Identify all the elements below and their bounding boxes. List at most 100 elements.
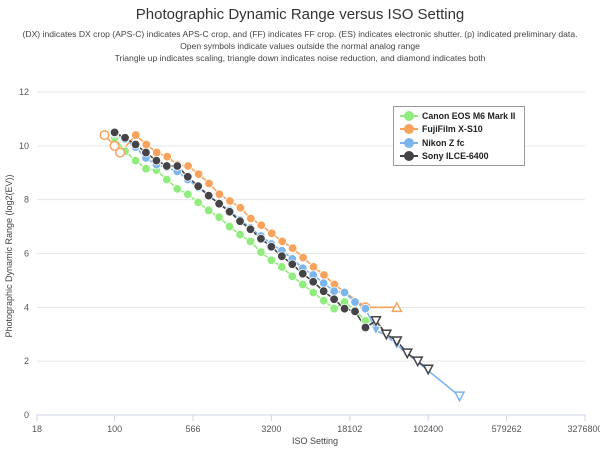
data-point bbox=[203, 205, 214, 216]
data-point bbox=[277, 236, 287, 247]
data-point bbox=[308, 262, 319, 272]
legend-marker bbox=[400, 124, 418, 135]
data-point bbox=[266, 255, 277, 265]
data-point bbox=[370, 325, 382, 336]
data-point bbox=[422, 364, 434, 376]
data-point bbox=[329, 286, 339, 296]
data-point bbox=[256, 247, 266, 257]
data-point bbox=[401, 348, 414, 360]
data-point bbox=[370, 316, 382, 327]
data-point bbox=[380, 329, 393, 341]
legend-marker bbox=[400, 110, 418, 121]
data-point bbox=[329, 294, 339, 304]
subtitle-line: Triangle up indicates scaling, triangle … bbox=[114, 53, 486, 63]
data-point bbox=[308, 277, 318, 287]
data-point bbox=[235, 216, 245, 226]
data-point bbox=[130, 139, 141, 150]
x-axis-title: ISO Setting bbox=[292, 436, 338, 446]
data-point bbox=[277, 262, 287, 272]
data-point bbox=[256, 233, 266, 244]
data-point bbox=[115, 147, 126, 158]
data-point bbox=[193, 197, 203, 208]
data-point bbox=[318, 295, 329, 306]
data-point bbox=[141, 139, 152, 150]
data-point bbox=[141, 164, 151, 174]
data-point bbox=[453, 391, 466, 403]
data-point bbox=[277, 251, 287, 261]
data-point bbox=[183, 172, 193, 182]
data-point bbox=[350, 297, 360, 307]
data-point bbox=[204, 178, 214, 189]
data-point bbox=[193, 181, 203, 191]
data-point bbox=[287, 243, 298, 253]
data-point bbox=[109, 127, 120, 138]
data-point bbox=[298, 279, 308, 290]
data-point bbox=[224, 221, 235, 232]
data-point bbox=[130, 155, 141, 166]
x-tick-label: 566 bbox=[185, 424, 200, 434]
data-point bbox=[308, 287, 318, 298]
y-tick-label: 4 bbox=[24, 302, 29, 312]
y-tick-label: 10 bbox=[19, 141, 29, 151]
chart-subtitle: (DX) indicates DX crop (APS-C) indicates… bbox=[0, 28, 600, 64]
data-point bbox=[172, 184, 183, 194]
x-tick-label: 18102 bbox=[337, 424, 362, 434]
data-point bbox=[162, 174, 172, 185]
legend-item[interactable]: Nikon Z fc bbox=[400, 136, 518, 150]
data-point bbox=[350, 306, 360, 317]
data-point bbox=[235, 229, 245, 240]
data-point bbox=[214, 189, 225, 199]
data-point bbox=[246, 213, 256, 224]
data-point bbox=[214, 199, 224, 209]
data-point bbox=[120, 133, 130, 143]
data-point bbox=[411, 356, 424, 368]
legend-label: FujiFilm X-S10 bbox=[422, 124, 483, 135]
legend-marker bbox=[400, 151, 418, 162]
x-tick-label: 3200 bbox=[261, 424, 281, 434]
data-point bbox=[287, 271, 298, 282]
legend-marker bbox=[400, 137, 418, 148]
subtitle-line: (DX) indicates DX crop (APS-C) indicates… bbox=[22, 29, 578, 39]
data-point bbox=[391, 336, 403, 348]
data-point bbox=[298, 252, 308, 263]
data-point bbox=[360, 303, 371, 314]
chart-title: Photographic Dynamic Range versus ISO Se… bbox=[135, 6, 465, 23]
subtitle-line: Open symbols indicate values outside the… bbox=[180, 41, 420, 51]
data-point bbox=[203, 190, 214, 201]
data-point bbox=[225, 196, 235, 206]
data-point bbox=[162, 151, 172, 162]
data-point bbox=[298, 268, 308, 279]
data-point bbox=[152, 147, 162, 158]
data-point bbox=[235, 203, 246, 213]
legend-item[interactable]: Sony ILCE-6400 bbox=[400, 150, 518, 164]
legend-item[interactable]: Canon EOS M6 Mark II bbox=[400, 109, 518, 123]
y-tick-label: 6 bbox=[24, 249, 29, 259]
data-point bbox=[214, 212, 224, 222]
y-tick-label: 8 bbox=[24, 195, 29, 205]
data-point bbox=[266, 242, 277, 252]
data-point bbox=[391, 301, 403, 313]
data-point bbox=[267, 228, 277, 239]
data-point bbox=[109, 140, 120, 151]
x-tick-label: 3276800 bbox=[567, 424, 600, 434]
x-tick-label: 579262 bbox=[492, 424, 522, 434]
x-tick-label: 100 bbox=[107, 424, 122, 434]
legend-label: Canon EOS M6 Mark II bbox=[422, 110, 516, 121]
data-point bbox=[319, 270, 329, 280]
data-point bbox=[183, 161, 193, 171]
x-tick-label: 18 bbox=[32, 424, 42, 434]
data-point bbox=[339, 303, 350, 314]
data-point bbox=[131, 130, 141, 140]
data-point bbox=[318, 286, 329, 296]
axis-layer: 0 2 4 6 8 10 12 18 100 566 3200 18102 102400 579262 32… bbox=[19, 87, 600, 434]
data-point bbox=[99, 130, 110, 141]
y-axis-title: Photographic Dynamic Range (log2(EV)) bbox=[4, 174, 14, 337]
y-tick-label: 2 bbox=[24, 356, 29, 366]
legend-item[interactable]: FujiFilm X-S10 bbox=[400, 123, 518, 137]
data-point bbox=[318, 278, 329, 288]
data-point bbox=[245, 224, 256, 234]
chart-legend: Canon EOS M6 Mark II FujiFilm X-S10 Niko… bbox=[393, 106, 525, 166]
data-point bbox=[224, 207, 235, 217]
data-point bbox=[287, 259, 298, 269]
